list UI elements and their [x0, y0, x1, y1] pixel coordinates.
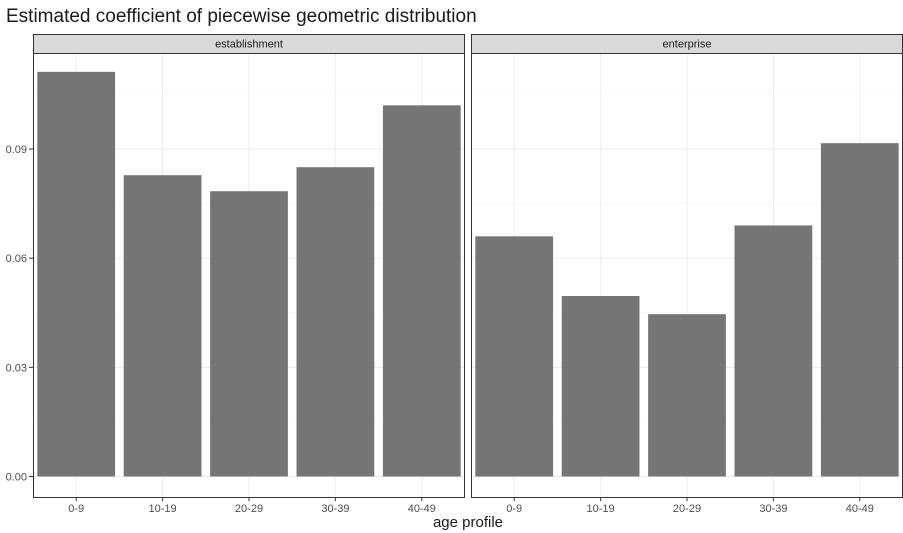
x-tick-label: 30-39: [759, 503, 787, 515]
x-tick-label: 0-9: [68, 503, 84, 515]
x-tick-label: 10-19: [587, 503, 615, 515]
bar: [210, 191, 288, 477]
bar: [296, 167, 375, 477]
x-tick-label: 30-39: [321, 503, 349, 515]
facet-panel: enterprise 0-9 10-19 20-29 30-39 40-49: [471, 34, 903, 515]
facet-panel: establishment 0-9 10-19 20-29 30-39 40-49: [33, 34, 465, 515]
x-tick-label: 0-9: [506, 503, 522, 515]
x-tick-label: 40-49: [846, 503, 874, 515]
x-tick-label: 20-29: [673, 503, 701, 515]
x-tick-label: 40-49: [408, 503, 436, 515]
y-tick-label: 0.09: [6, 144, 27, 156]
y-tick-label: 0.06: [6, 253, 27, 265]
bar: [734, 225, 813, 477]
bar: [123, 175, 202, 477]
bar: [648, 314, 726, 477]
bar: [37, 71, 116, 477]
x-tick-label: 10-19: [149, 503, 177, 515]
bar: [475, 236, 554, 477]
facet-strip-label: establishment: [215, 39, 283, 51]
bar: [820, 143, 899, 477]
bar: [561, 296, 640, 477]
bar: [382, 105, 461, 477]
y-tick-label: 0.03: [6, 362, 27, 374]
y-tick-label: 0.00: [6, 472, 27, 484]
chart-title: Estimated coefficient of piecewise geome…: [6, 6, 477, 27]
facet-strip-label: enterprise: [663, 39, 712, 51]
x-tick-label: 20-29: [235, 503, 263, 515]
x-axis-title: age profile: [433, 514, 503, 531]
